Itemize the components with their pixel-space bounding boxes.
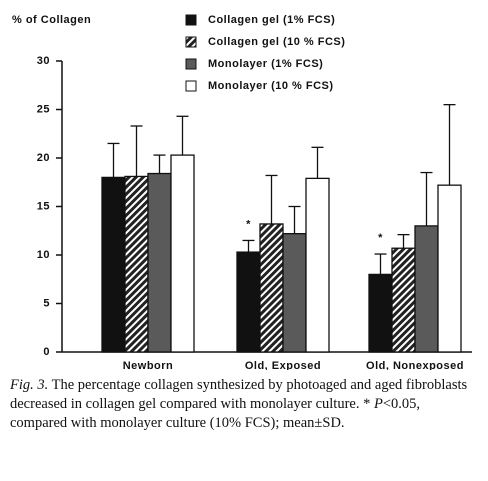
y-tick-label: 10 xyxy=(37,249,50,261)
y-tick-label: 25 xyxy=(37,103,50,115)
chart: % of Collagen 0 5 10 15 20 25 30 Collagen gel (… xyxy=(12,14,472,372)
legend-label: Monolayer (10 % FCS) xyxy=(208,80,334,92)
legend-swatch xyxy=(185,58,197,70)
y-axis-title: % of Collagen xyxy=(12,14,91,26)
caption: Fig. 3. The percentage collagen synthesi… xyxy=(10,376,478,433)
bar xyxy=(259,223,284,353)
bar xyxy=(414,225,439,353)
caption-rest: <0.05, compared with monolayer culture (… xyxy=(10,396,421,431)
legend-label: Collagen gel (10 % FCS) xyxy=(208,36,345,48)
y-tick-label: 5 xyxy=(43,297,50,309)
bar xyxy=(101,176,126,353)
x-tick-label: Old, Exposed xyxy=(245,360,321,370)
legend-label: Monolayer (1% FCS) xyxy=(208,58,323,70)
bar xyxy=(282,233,307,353)
bar xyxy=(124,175,149,353)
bar xyxy=(170,154,195,353)
significance-marker: * xyxy=(246,218,251,230)
bar xyxy=(391,247,416,353)
y-tick-label: 0 xyxy=(43,346,50,358)
caption-p: P xyxy=(373,396,383,412)
y-tick-label: 15 xyxy=(37,200,50,212)
bar xyxy=(147,172,172,353)
bar xyxy=(236,251,261,353)
legend-swatch xyxy=(185,80,197,92)
x-tick-label: Old, Nonexposed xyxy=(366,360,464,370)
legend-swatch xyxy=(185,14,197,26)
significance-marker: * xyxy=(378,232,383,244)
bar xyxy=(305,177,330,353)
legend-label: Collagen gel (1% FCS) xyxy=(208,14,335,26)
legend-swatch xyxy=(185,36,197,48)
caption-text: The percentage collagen synthesized by p… xyxy=(10,377,468,412)
bar xyxy=(437,184,462,353)
y-tick-label: 30 xyxy=(37,55,50,67)
bar xyxy=(368,273,393,353)
y-tick-label: 20 xyxy=(37,152,50,164)
x-tick-label: Newborn xyxy=(123,360,174,370)
caption-label: Fig. 3. xyxy=(10,377,49,393)
